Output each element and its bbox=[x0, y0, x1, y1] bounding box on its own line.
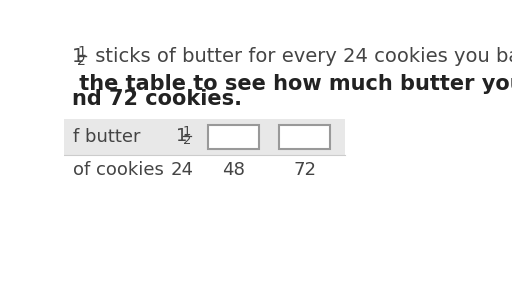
Text: of cookies: of cookies bbox=[73, 161, 164, 179]
Text: 1: 1 bbox=[77, 45, 86, 58]
Text: 2: 2 bbox=[183, 134, 191, 147]
Text: sticks of butter for every 24 cookies you bake.: sticks of butter for every 24 cookies yo… bbox=[89, 47, 512, 66]
Bar bbox=[64, 119, 345, 155]
Text: 24: 24 bbox=[170, 161, 194, 179]
Text: the table to see how much butter you would need to bake: the table to see how much butter you wou… bbox=[72, 74, 512, 94]
Bar bbox=[64, 155, 345, 185]
Text: 1: 1 bbox=[72, 47, 84, 66]
Text: 1: 1 bbox=[183, 125, 191, 138]
FancyBboxPatch shape bbox=[280, 125, 330, 149]
Text: 2: 2 bbox=[77, 54, 86, 68]
Text: nd 72 cookies.: nd 72 cookies. bbox=[72, 89, 242, 109]
Text: f butter: f butter bbox=[73, 128, 141, 146]
Text: 1: 1 bbox=[176, 127, 188, 145]
Text: 72: 72 bbox=[293, 161, 316, 179]
FancyBboxPatch shape bbox=[208, 125, 259, 149]
Text: 48: 48 bbox=[222, 161, 245, 179]
